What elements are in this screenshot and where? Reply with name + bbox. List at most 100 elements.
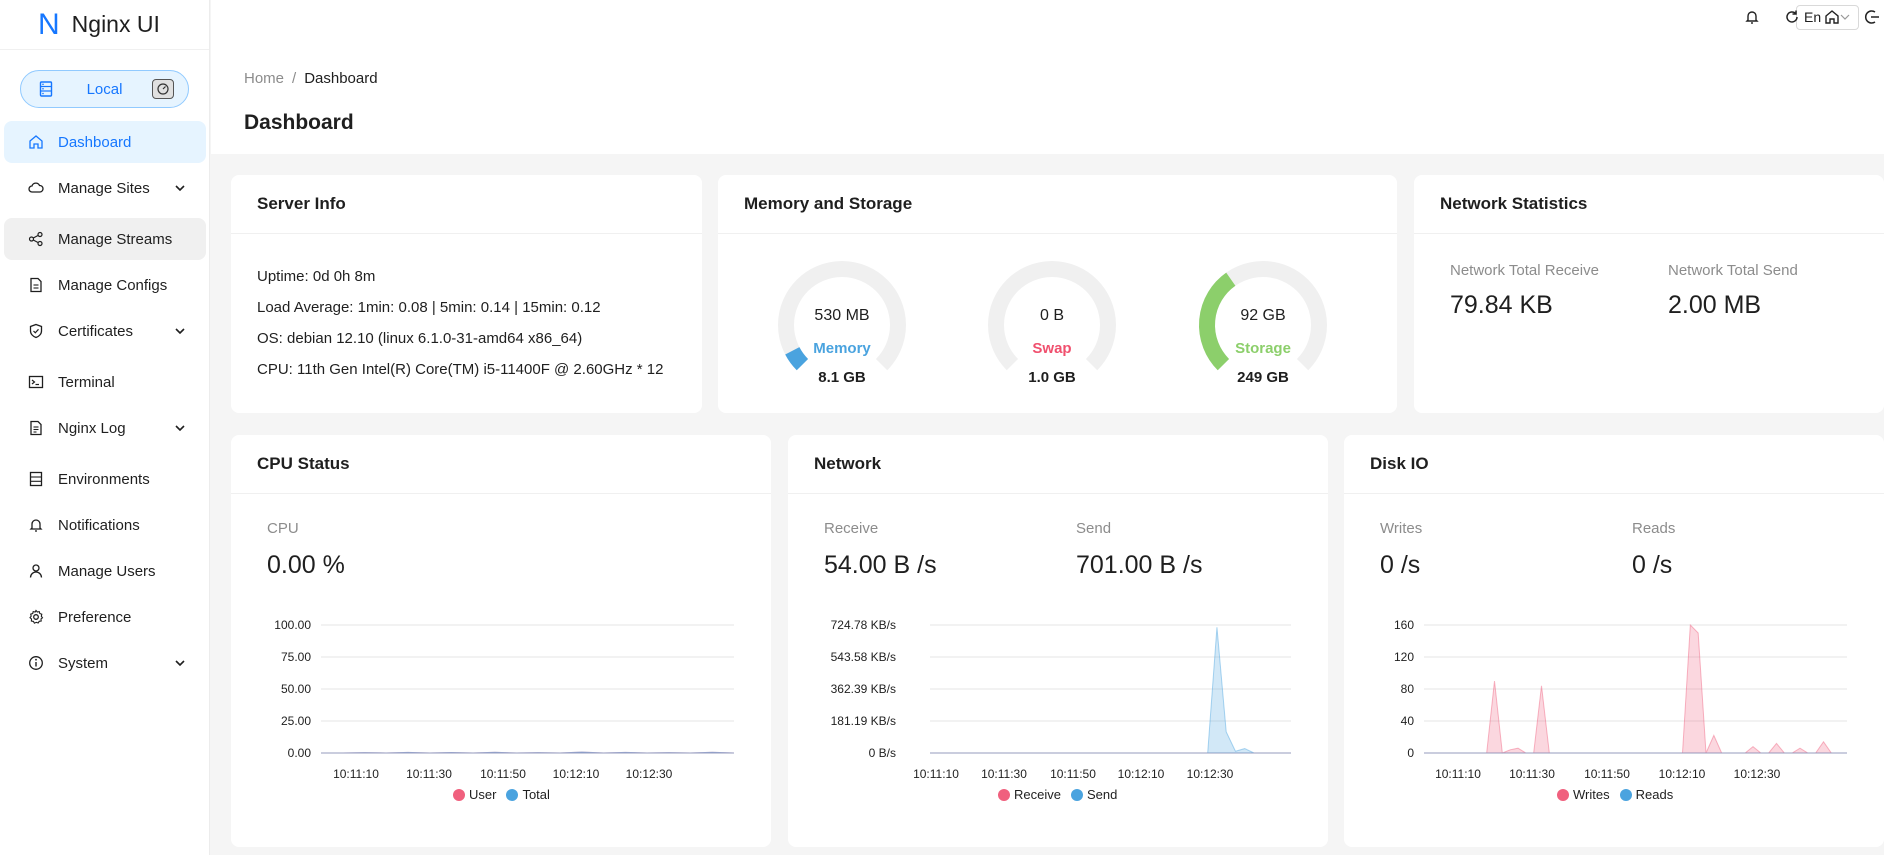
- x-tick-label: 10:12:10: [553, 767, 600, 781]
- os-text: OS: debian 12.10 (linux 6.1.0-31-amd64 x…: [257, 330, 583, 347]
- x-tick-label: 10:12:30: [626, 767, 673, 781]
- cpu-status-card: CPU Status CPU 0.00 % 100.00 75.00 50.00 25…: [231, 435, 771, 847]
- database-icon: [29, 471, 43, 487]
- legend-item-receive[interactable]: Receive: [998, 787, 1061, 802]
- cpu-chart: 100.00 75.00 50.00 25.00 0.00 10:11:10 10:11:3…: [274, 618, 735, 781]
- disk-reads-value: 0 /s: [1632, 551, 1673, 579]
- chevron-down-icon[interactable]: [174, 325, 186, 337]
- chevron-down-icon[interactable]: [174, 182, 186, 194]
- y-tick-label: 100.00: [274, 618, 311, 632]
- y-tick-label: 0 B/s: [869, 746, 896, 760]
- sidebar-item-system[interactable]: System: [4, 642, 206, 684]
- network-send-label: Send: [1076, 520, 1112, 537]
- x-tick-label: 10:11:50: [480, 767, 526, 781]
- x-tick-label: 10:11:10: [913, 767, 959, 781]
- sidebar-item-label: Manage Users: [58, 562, 156, 580]
- y-tick-label: 181.19 KB/s: [831, 714, 896, 728]
- sidebar-item-label: Dashboard: [58, 133, 132, 151]
- sidebar-item-notifications[interactable]: Notifications: [4, 504, 206, 546]
- x-tick-label: 10:12:10: [1118, 767, 1165, 781]
- network-total-send-label: Network Total Send: [1668, 262, 1798, 279]
- chevron-down-icon: [1840, 14, 1850, 20]
- bell-icon[interactable]: [1743, 8, 1761, 26]
- sidebar-item-terminal[interactable]: Terminal: [4, 361, 206, 403]
- sidebar-item-certificates[interactable]: Certificates: [4, 310, 206, 352]
- x-tick-label: 10:11:50: [1050, 767, 1096, 781]
- file-icon: [30, 277, 42, 293]
- y-tick-label: 0: [1407, 746, 1414, 760]
- network-receive-value: 54.00 B /s: [824, 551, 937, 579]
- sidebar-item-label: Manage Streams: [58, 230, 173, 248]
- sidebar-item-environments[interactable]: Environments: [4, 458, 206, 500]
- legend-dot: [506, 788, 519, 801]
- memory-total-value: 8.1 GB: [818, 369, 866, 386]
- breadcrumb-home[interactable]: Home: [244, 70, 285, 87]
- home-icon[interactable]: [1823, 8, 1841, 26]
- disk-io-card: Disk IO Writes 0 /s Reads 0 /s 160 120 80 4…: [1344, 435, 1884, 847]
- legend-item-send[interactable]: Send: [1070, 787, 1117, 802]
- network-total-receive-value: 79.84 KB: [1450, 291, 1553, 319]
- sidebar-item-nginx-log[interactable]: Nginx Log: [4, 407, 206, 449]
- load-average-text: Load Average: 1min: 0.08 | 5min: 0.14 | …: [257, 299, 601, 316]
- sidebar-item-manage-sites[interactable]: Manage Sites: [4, 167, 206, 209]
- legend-item-total[interactable]: Total: [506, 787, 550, 802]
- reload-icon[interactable]: [1783, 8, 1801, 26]
- sidebar-item-dashboard[interactable]: Dashboard: [4, 121, 206, 163]
- legend-label: Total: [522, 787, 550, 802]
- legend-item-reads[interactable]: Reads: [1619, 787, 1673, 802]
- dashboard-gauge-icon[interactable]: [152, 79, 174, 99]
- x-tick-label: 10:12:10: [1659, 767, 1706, 781]
- disk-io-chart-legend: Writes Reads: [1557, 787, 1673, 802]
- chevron-down-icon[interactable]: [174, 657, 186, 669]
- x-tick-label: 10:11:30: [406, 767, 452, 781]
- network-chart: 724.78 KB/s 543.58 KB/s 362.39 KB/s 181.19 …: [831, 618, 1291, 781]
- network-chart-legend: Receive Send: [998, 787, 1117, 802]
- storage-gauge-arc: [1199, 261, 1327, 371]
- y-tick-label: 40: [1401, 714, 1415, 728]
- memory-storage-card: Memory and Storage 530 MB Memory 8.1 GB 0 B…: [718, 175, 1397, 413]
- environment-button[interactable]: Local: [20, 70, 189, 108]
- legend-item-user[interactable]: User: [453, 787, 496, 802]
- sidebar-item-preference[interactable]: Preference: [4, 596, 206, 638]
- sidebar-item-manage-users[interactable]: Manage Users: [4, 550, 206, 592]
- y-tick-label: 724.78 KB/s: [831, 618, 896, 632]
- cloud-icon: [28, 182, 44, 193]
- database-icon: [39, 81, 53, 97]
- series-area-send: [930, 627, 1291, 754]
- series-area-writes: [1424, 623, 1847, 754]
- disk-reads-label: Reads: [1632, 520, 1676, 537]
- x-tick-label: 10:11:10: [1435, 767, 1481, 781]
- y-tick-label: 120: [1394, 650, 1414, 664]
- legend-dot: [1070, 788, 1083, 801]
- y-tick-label: 543.58 KB/s: [831, 650, 896, 664]
- sidebar-item-label: Notifications: [58, 516, 140, 534]
- chevron-down-icon[interactable]: [174, 422, 186, 434]
- sidebar-item-label: Manage Configs: [58, 276, 168, 294]
- disk-writes-value: 0 /s: [1380, 551, 1421, 579]
- series-area-total: [321, 751, 735, 754]
- y-tick-label: 25.00: [281, 714, 311, 728]
- legend-dot: [1557, 788, 1569, 801]
- share-icon: [28, 231, 43, 247]
- network-send-value: 701.00 B /s: [1076, 551, 1203, 579]
- top-header: En: [211, 0, 1884, 50]
- page-title: Dashboard: [244, 111, 354, 134]
- storage-total-value: 249 GB: [1237, 369, 1289, 386]
- server-info-body: Uptime: 0d 0h 8m Load Average: 1min: 0.0…: [231, 234, 702, 412]
- sidebar-item-manage-streams[interactable]: Manage Streams: [4, 218, 206, 260]
- sidebar-item-manage-configs[interactable]: Manage Configs: [4, 264, 206, 306]
- terminal-icon: [28, 375, 44, 389]
- x-tick-label: 10:12:30: [1187, 767, 1234, 781]
- x-tick-label: 10:11:30: [1509, 767, 1555, 781]
- server-info-title: Server Info: [231, 175, 702, 234]
- legend-item-writes[interactable]: Writes: [1557, 787, 1610, 802]
- swap-gauge-arc: [988, 261, 1116, 371]
- language-value: En: [1804, 9, 1822, 25]
- swap-gauge-label: Swap: [1032, 340, 1072, 357]
- user-icon: [29, 564, 43, 578]
- storage-used-value: 92 GB: [1240, 307, 1286, 324]
- logout-icon[interactable]: [1863, 8, 1881, 26]
- app-logo[interactable]: N Nginx UI: [0, 0, 209, 50]
- uptime-text: Uptime: 0d 0h 8m: [257, 268, 376, 285]
- cpu-chart-legend: User Total: [453, 787, 550, 802]
